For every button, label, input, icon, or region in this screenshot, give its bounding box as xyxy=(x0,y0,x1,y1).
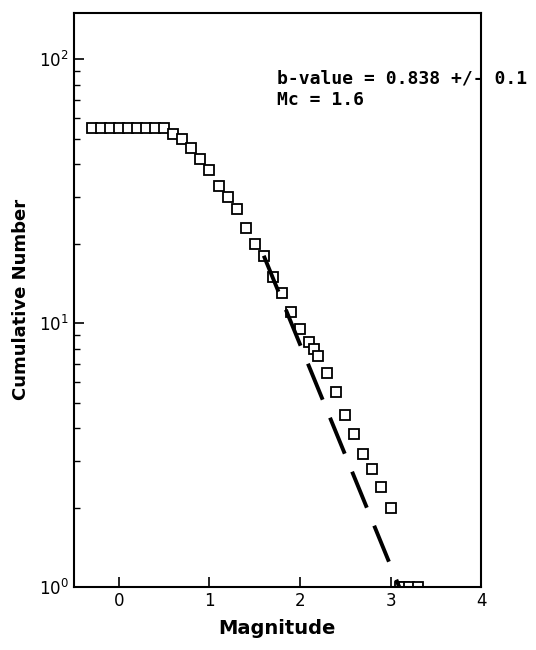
X-axis label: Magnitude: Magnitude xyxy=(219,619,336,638)
Y-axis label: Cumulative Number: Cumulative Number xyxy=(12,200,31,400)
Text: b-value = 0.838 +/- 0.1
Mc = 1.6: b-value = 0.838 +/- 0.1 Mc = 1.6 xyxy=(277,70,527,109)
